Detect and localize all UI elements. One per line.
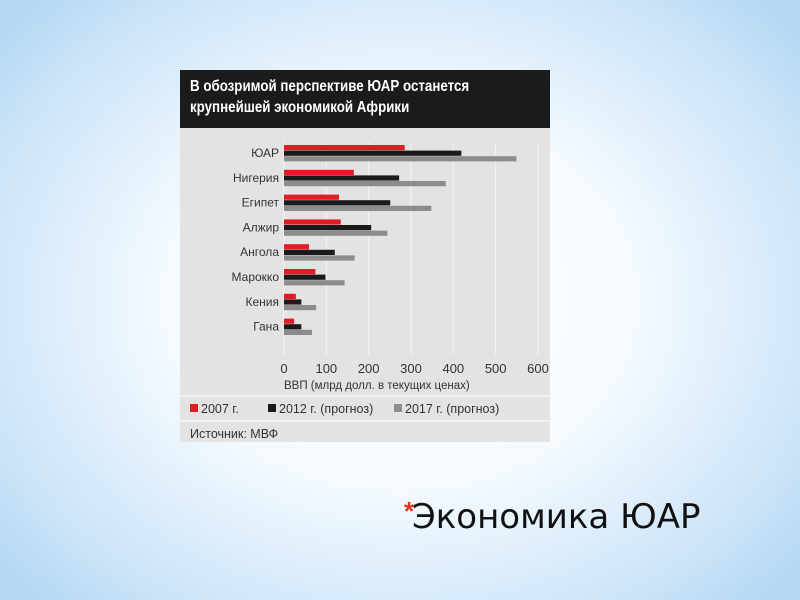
bar-2007: [284, 219, 341, 225]
legend-label: 2007 г.: [201, 402, 239, 416]
legend-swatch: [394, 404, 402, 412]
chart-title: В обозримой перспективе ЮАР останется кр…: [180, 70, 550, 128]
category-label: Ангола: [240, 245, 279, 259]
category-label: Египет: [242, 196, 280, 210]
source-note: Источник: МВФ: [190, 427, 278, 441]
chart-title-line-2: крупнейшей экономикой Африки: [190, 99, 410, 116]
bar-chart: 0 100 200 300 400 500 600 ВВП (млрд долл. в тек…: [180, 142, 550, 441]
bar-2017: [284, 329, 312, 335]
bar-2017: [284, 156, 517, 162]
bar-2007: [284, 169, 354, 175]
bar-2007: [284, 318, 295, 324]
slide-title: Экономика ЮАР: [412, 497, 701, 537]
category-label: Марокко: [232, 270, 280, 284]
x-tick-label: 400: [442, 361, 464, 376]
bar-2012: [284, 150, 462, 156]
bar-2012: [284, 299, 302, 305]
bar-2007: [284, 269, 316, 275]
x-tick-label: 200: [358, 361, 380, 376]
x-tick-label: 500: [485, 361, 507, 376]
category-label: Алжир: [243, 220, 280, 234]
x-tick-label: 100: [315, 361, 337, 376]
bar-2017: [284, 181, 446, 187]
x-axis-label: ВВП (млрд долл. в текущих ценах): [284, 380, 470, 392]
legend-swatch: [190, 404, 198, 412]
x-tick-label: 300: [400, 361, 422, 376]
legend-label: 2012 г. (прогноз): [279, 402, 373, 416]
bar-2007: [284, 194, 340, 200]
chart-image: В обозримой перспективе ЮАР останется кр…: [180, 70, 550, 442]
bar-2007: [284, 293, 296, 299]
bar-2012: [284, 200, 391, 206]
x-tick-label: 600: [527, 361, 549, 376]
bar-2017: [284, 305, 317, 311]
bar-2007: [284, 244, 309, 250]
x-tick-label: 0: [280, 361, 287, 376]
bar-2017: [284, 230, 388, 236]
category-label: ЮАР: [251, 146, 279, 160]
bar-2012: [284, 324, 302, 330]
category-label: Гана: [253, 320, 279, 334]
category-label: Нигерия: [233, 171, 279, 185]
bar-2017: [284, 255, 355, 261]
bar-2017: [284, 280, 345, 286]
bullet-asterisk-icon: *: [404, 496, 415, 526]
bar-2017: [284, 205, 432, 211]
category-label: Кения: [246, 295, 280, 309]
legend-label: 2017 г. (прогноз): [405, 402, 499, 416]
bar-2012: [284, 225, 372, 231]
bar-2012: [284, 274, 326, 280]
bar-2007: [284, 145, 405, 151]
chart-title-line-1: В обозримой перспективе ЮАР останется: [190, 78, 470, 95]
legend-swatch: [268, 404, 276, 412]
bar-2012: [284, 175, 400, 181]
bar-2012: [284, 249, 335, 255]
